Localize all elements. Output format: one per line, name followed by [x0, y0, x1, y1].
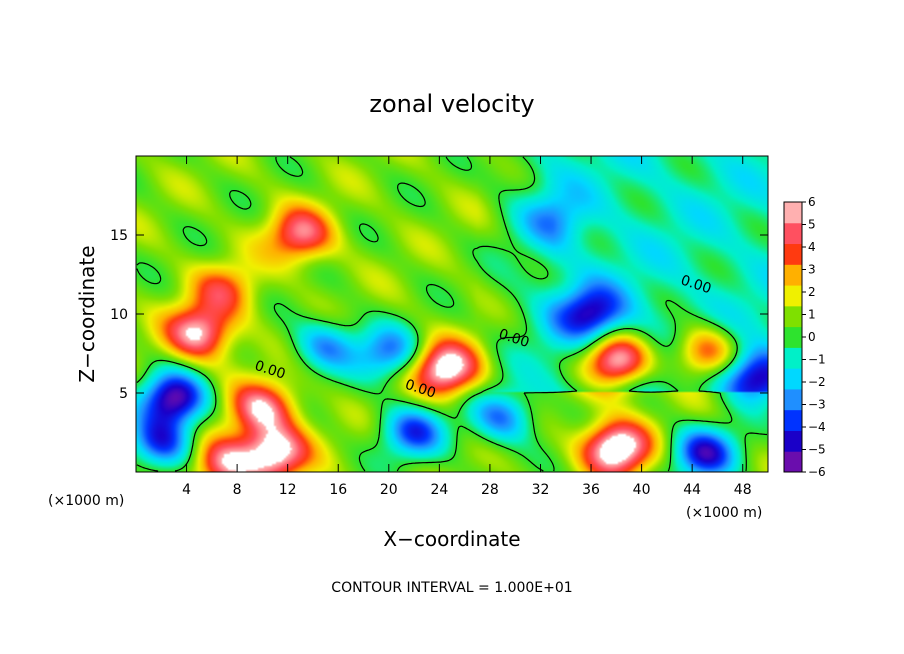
colorbar-swatch: [784, 430, 802, 452]
colorbar-tick-label: −6: [808, 465, 826, 479]
colorbar-swatch: [784, 222, 802, 245]
x-tick-label: 24: [430, 482, 448, 498]
contour-interval-label: CONTOUR INTERVAL = 1.000E+01: [331, 580, 572, 596]
colorbar-swatch: [784, 285, 802, 307]
colorbar-swatch: [784, 202, 802, 224]
x-tick-label: 48: [734, 482, 752, 498]
x-unit-label-left: (×1000 m): [48, 493, 124, 509]
x-tick-label: 12: [279, 482, 297, 498]
colorbar-swatch: [784, 347, 802, 369]
colorbar-swatch: [784, 326, 802, 348]
colorbar-tick-label: 6: [808, 195, 816, 209]
colorbar-tick-label: 2: [808, 285, 816, 299]
x-tick-label: 32: [532, 482, 550, 498]
y-axis-title: Z−coordinate: [75, 245, 99, 382]
colorbar-swatch: [784, 409, 802, 431]
colorbar-tick-label: 4: [808, 240, 816, 254]
colorbar-swatch: [784, 243, 802, 265]
x-tick-label: 36: [582, 482, 600, 498]
colorbar-tick-label: −4: [808, 420, 826, 434]
x-unit-label-right: (×1000 m): [686, 505, 762, 521]
x-tick-label: 44: [683, 482, 701, 498]
x-tick-label: 28: [481, 482, 499, 498]
colorbar-tick-label: 5: [808, 218, 816, 232]
x-tick-label: 8: [233, 482, 242, 498]
x-axis-ticks: 4 8 12 16 20 24 28 32 36 40 44 48: [182, 156, 752, 498]
plot-area: 0.000.000.000.00: [135, 155, 769, 473]
x-tick-label: 4: [182, 482, 191, 498]
colorbar-tick-label: −2: [808, 375, 826, 389]
colorbar-swatch: [784, 368, 802, 390]
colorbar: 6 5 4 3 2 1 0 −1 −2 −3 −4 −5 −6: [783, 195, 826, 479]
zero-contour-line: [136, 156, 768, 472]
colorbar-tick-label: 0: [808, 330, 816, 344]
x-tick-label: 20: [380, 482, 398, 498]
x-tick-label: 40: [633, 482, 651, 498]
colorbar-swatch: [784, 305, 802, 328]
colorbar-tick-label: −5: [808, 443, 826, 457]
y-axis-ticks: 5 10 15: [110, 228, 768, 402]
colorbar-tick-label: −3: [808, 398, 826, 412]
colorbar-swatch: [784, 388, 802, 411]
colorbar-tick-label: 1: [808, 308, 816, 322]
zero-contours: [136, 156, 768, 472]
y-tick-label: 10: [110, 307, 128, 323]
x-axis-title: X−coordinate: [383, 527, 520, 551]
y-tick-label: 5: [119, 386, 128, 402]
y-tick-label: 15: [110, 228, 128, 244]
chart-title: zonal velocity: [369, 90, 534, 118]
colorbar-tick-label: −1: [808, 353, 826, 367]
x-tick-label: 16: [329, 482, 347, 498]
colorbar-swatch: [784, 264, 802, 286]
colorbar-swatch: [784, 451, 802, 473]
heatmap-field: [136, 156, 768, 472]
colorbar-tick-label: 3: [808, 263, 816, 277]
